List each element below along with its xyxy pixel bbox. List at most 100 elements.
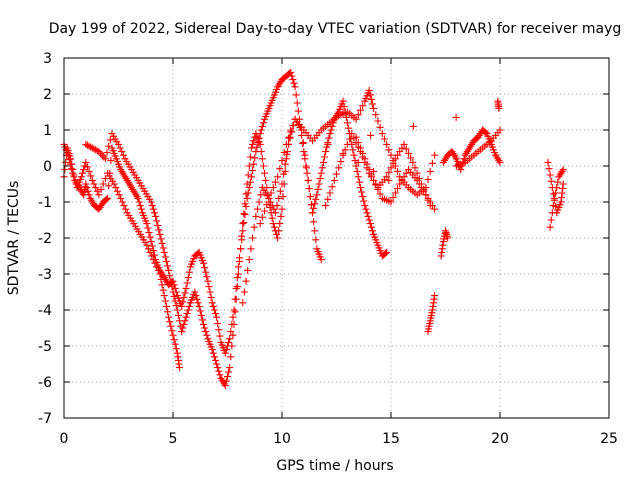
data-point [313, 191, 321, 199]
data-point [321, 153, 329, 161]
data-point [383, 248, 391, 256]
data-point [209, 349, 217, 357]
data-point [226, 335, 234, 343]
data-point [343, 119, 351, 127]
data-point [262, 176, 270, 184]
data-point [361, 202, 369, 210]
data-point [328, 183, 336, 191]
data-point [239, 220, 247, 228]
data-point [215, 326, 223, 334]
data-point [263, 201, 271, 209]
data-point [275, 194, 283, 202]
data-point [224, 373, 231, 381]
y-tick-label: -3 [38, 267, 52, 283]
data-point [270, 205, 278, 213]
data-point [229, 331, 237, 339]
data-point [80, 166, 88, 174]
data-point [354, 158, 362, 166]
data-point [344, 124, 352, 132]
data-point [136, 202, 144, 210]
data-point [389, 159, 397, 167]
data-point [409, 122, 417, 130]
data-point [110, 180, 118, 188]
data-point [418, 184, 426, 192]
data-point [257, 191, 265, 199]
data-point [276, 165, 284, 173]
data-point [61, 166, 69, 174]
data-point [428, 159, 436, 167]
data-point [209, 302, 217, 310]
y-tick-label: 2 [43, 87, 52, 103]
data-point [233, 283, 241, 291]
data-point [85, 167, 93, 175]
data-point [232, 284, 240, 292]
data-point [351, 157, 359, 165]
data-point [312, 195, 320, 203]
data-point [424, 176, 432, 183]
data-point [370, 104, 378, 112]
data-point [276, 220, 284, 228]
data-point [290, 79, 298, 87]
data-point [265, 194, 273, 202]
data-point [251, 154, 259, 162]
data-point [352, 115, 360, 123]
data-point [101, 155, 109, 163]
data-point [358, 188, 366, 196]
data-point [270, 223, 278, 231]
data-point [85, 191, 93, 199]
data-point [387, 198, 395, 206]
data-point [278, 205, 286, 213]
data-point [171, 297, 179, 305]
data-point [212, 356, 220, 364]
data-point [374, 117, 382, 125]
data-point [112, 184, 120, 192]
data-point [317, 169, 325, 177]
data-point [359, 149, 367, 157]
data-point [237, 245, 245, 253]
data-point [246, 178, 254, 186]
data-point [353, 167, 361, 175]
data-point [118, 148, 126, 156]
data-point [309, 209, 317, 217]
data-point [172, 302, 180, 309]
data-point [149, 205, 157, 213]
data-point [202, 328, 210, 336]
data-point [280, 149, 288, 156]
data-point [259, 162, 267, 170]
data-point [319, 158, 327, 166]
data-point [82, 158, 90, 166]
data-point [97, 185, 105, 193]
data-point [337, 158, 345, 165]
data-point [367, 131, 375, 139]
data-point [554, 178, 562, 186]
data-point [366, 91, 374, 99]
data-point [426, 167, 434, 175]
data-point [255, 198, 263, 206]
data-point [164, 308, 172, 316]
data-point [182, 313, 190, 321]
data-point [250, 137, 258, 145]
data-point [155, 226, 163, 234]
data-point [360, 197, 368, 205]
data-point [147, 238, 155, 246]
data-point [365, 216, 373, 224]
data-point [148, 202, 156, 210]
data-point [215, 367, 223, 375]
data-point [118, 198, 126, 206]
data-point [348, 130, 356, 138]
data-point [158, 281, 166, 289]
data-point [117, 194, 125, 202]
data-point [212, 310, 220, 318]
data-point [339, 149, 347, 157]
data-point [202, 268, 210, 276]
data-point [227, 328, 235, 336]
data-point [333, 170, 340, 178]
data-point [174, 311, 182, 319]
data-point [289, 76, 297, 84]
data-point [559, 180, 567, 188]
data-point [431, 151, 439, 159]
data-point [374, 185, 382, 193]
data-point [350, 151, 358, 159]
data-point [64, 151, 72, 159]
data-point [200, 259, 208, 267]
